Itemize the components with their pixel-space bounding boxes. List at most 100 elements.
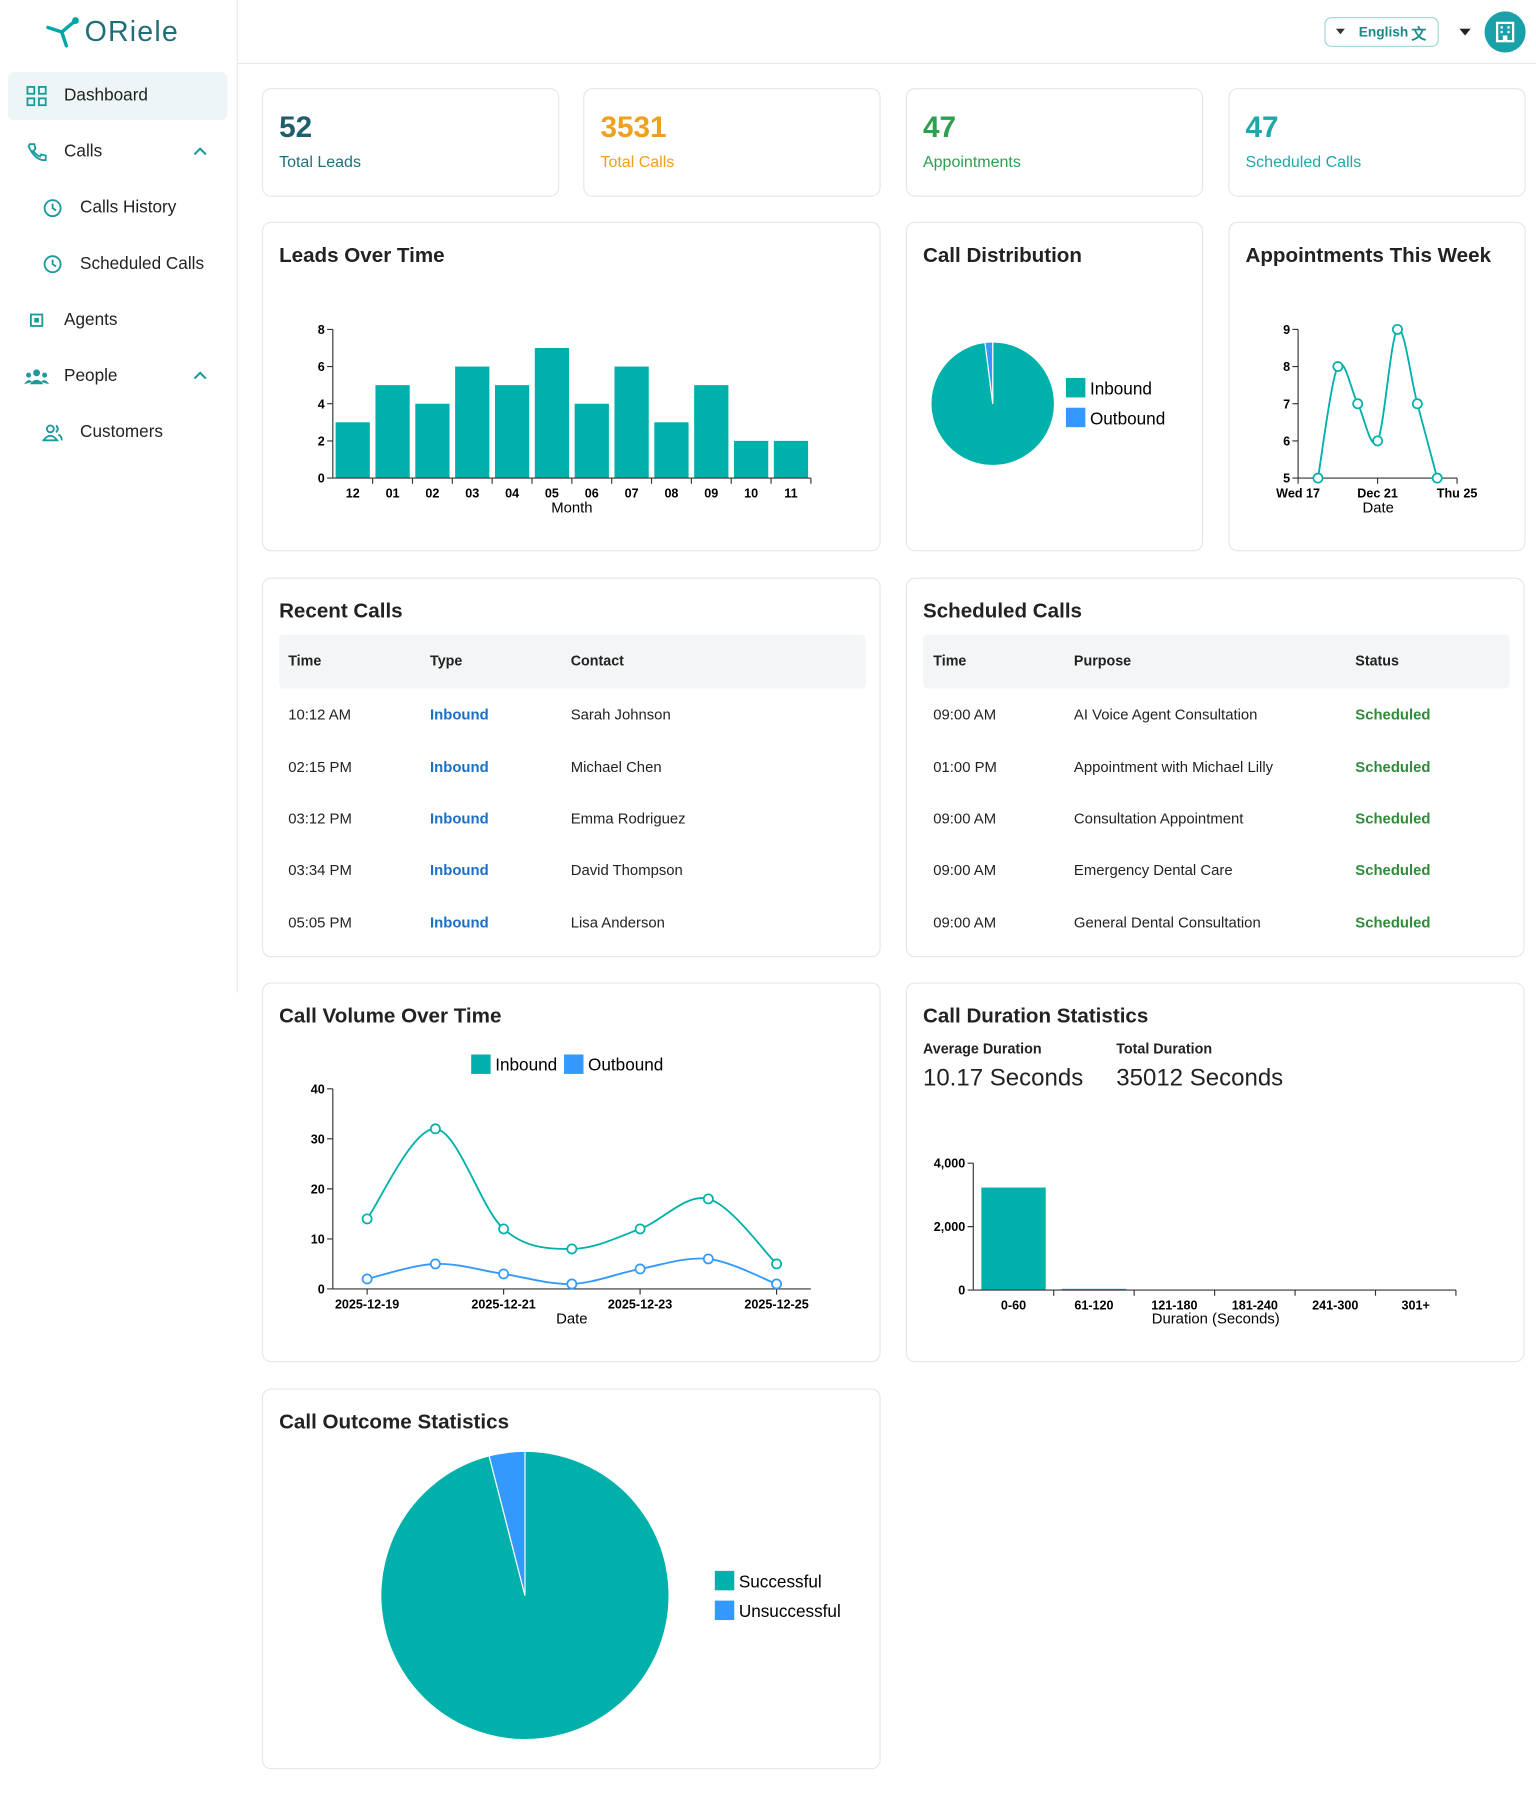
x-tick-label: 181-240 [1232, 1299, 1278, 1313]
x-tick-label: 2025-12-19 [335, 1297, 399, 1311]
icon [26, 86, 47, 107]
legend-swatch [714, 1570, 735, 1591]
point [634, 1223, 646, 1235]
sidebar: ORiele Dashboard Calls Calls History Sch… [0, 0, 238, 993]
table-cell: 09:00 AM [933, 809, 997, 827]
nav-item[interactable]: Calls History [8, 184, 228, 232]
x-tick-label: 2025-12-23 [608, 1297, 672, 1311]
table-cell: 09:00 AM [933, 705, 997, 723]
nav-item[interactable]: Scheduled Calls [8, 240, 228, 288]
point [1332, 361, 1344, 372]
legend-swatch [1065, 407, 1086, 428]
bar [375, 385, 410, 479]
x-tick-label: 2025-12-25 [744, 1297, 808, 1311]
bar [733, 440, 769, 479]
stat-value: 47 [922, 109, 957, 145]
column-header: Contact [570, 653, 624, 670]
chart: Wed 17 Dec 21 Thu 25 5 6 7 8 9 Date [1276, 323, 1478, 516]
column-header: Time [288, 653, 322, 670]
bar [981, 1187, 1046, 1291]
x-tick-label: 11 [784, 487, 797, 501]
y-tick-label: 8 [1283, 360, 1290, 374]
nav-item[interactable]: Customers [8, 408, 228, 456]
x-tick-label: Thu 25 [1437, 487, 1478, 501]
bar [494, 385, 530, 479]
nav-item[interactable]: Agents [8, 296, 228, 344]
language-select[interactable]: English 文 [1324, 17, 1439, 47]
table-cell: David Thompson [570, 861, 683, 879]
x-tick-label: 08 [664, 487, 678, 501]
point [498, 1268, 510, 1280]
legend-label: Outbound [588, 1055, 663, 1075]
card-title: Appointments This Week [1245, 243, 1492, 267]
point [1392, 323, 1403, 335]
stat-label: Total Leads [279, 152, 361, 171]
legend-swatch [1065, 377, 1086, 398]
point [1352, 398, 1364, 410]
logo: ORiele [84, 16, 179, 49]
nav-item[interactable]: Calls [8, 128, 228, 176]
nav-item[interactable]: People [8, 352, 228, 400]
table-cell: Emergency Dental Care [1073, 861, 1233, 879]
table-cell: 02:15 PM [288, 758, 352, 776]
org-avatar[interactable] [1484, 11, 1526, 53]
x-tick-label: 01 [386, 487, 400, 501]
point [702, 1193, 714, 1205]
translate-icon: 文 [1411, 25, 1427, 43]
table-card: Scheduled Calls Time Purpose Status 09:00 A… [905, 577, 1525, 958]
bar [534, 347, 570, 479]
table-cell: General Dental Consultation [1073, 913, 1261, 931]
chart: Successful Unsuccessful [380, 1450, 841, 1741]
table-cell: Appointment with Michael Lilly [1073, 758, 1274, 776]
stat-value: 52 [279, 109, 313, 145]
nav-label: Calls History [80, 197, 177, 218]
bar [1061, 1288, 1127, 1291]
y-tick-label: 0 [958, 1284, 965, 1298]
point [702, 1253, 714, 1265]
x-tick-label: 61-120 [1074, 1299, 1113, 1313]
chart: Inbound Outbound [930, 341, 1165, 467]
table-cell: 01:00 PM [933, 758, 997, 776]
table-cell: 09:00 AM [933, 861, 997, 879]
column-header: Status [1355, 653, 1399, 670]
nav-label: Dashboard [64, 85, 148, 106]
legend-label: Inbound [495, 1055, 557, 1075]
y-tick-label: 4,000 [934, 1157, 965, 1171]
card-title: Recent Calls [279, 599, 403, 623]
table-cell: Inbound [430, 758, 489, 776]
point [1411, 398, 1423, 410]
card-title: Leads Over Time [279, 243, 445, 267]
icon [43, 199, 62, 218]
card-title: Call Duration Statistics [922, 1004, 1149, 1028]
chart: 2025-12-19 2025-12-21 2025-12-23 2025-12-25… [311, 1054, 811, 1327]
bar [574, 403, 609, 479]
table-cell: Scheduled [1355, 705, 1431, 723]
chart-card: Call Outcome Statistics Successful Unsucc… [261, 1388, 881, 1770]
point [1312, 472, 1324, 484]
dropdown-caret[interactable] [1459, 28, 1471, 36]
table-cell: Scheduled [1355, 913, 1431, 931]
legend: Inbound Outbound [471, 1054, 663, 1075]
point [771, 1258, 783, 1270]
chart-card: Call Volume Over Time 2025-12-19 2025-12-… [261, 982, 881, 1363]
caret [1335, 28, 1345, 35]
x-axis-label: Date [556, 1311, 587, 1327]
y-tick-label: 9 [1283, 323, 1290, 337]
x-tick-label: 301+ [1402, 1299, 1430, 1313]
table-cell: Emma Rodriguez [570, 809, 686, 827]
nav-label: Calls [64, 141, 103, 162]
chart-card: Appointments This Week Wed 17 Dec 21 Thu 2… [1228, 221, 1526, 552]
table-cell: Sarah Johnson [570, 705, 671, 723]
card-title: Call Volume Over Time [279, 1004, 502, 1028]
point [498, 1223, 510, 1235]
nav-item[interactable]: Dashboard [8, 72, 228, 121]
point [1372, 435, 1384, 447]
stat-card: 47 Appointments [905, 88, 1204, 197]
y-tick-label: 8 [318, 323, 325, 337]
table-cell: Scheduled [1355, 758, 1431, 776]
stat-value: 47 [1245, 109, 1279, 145]
table-cell: Inbound [430, 913, 489, 931]
